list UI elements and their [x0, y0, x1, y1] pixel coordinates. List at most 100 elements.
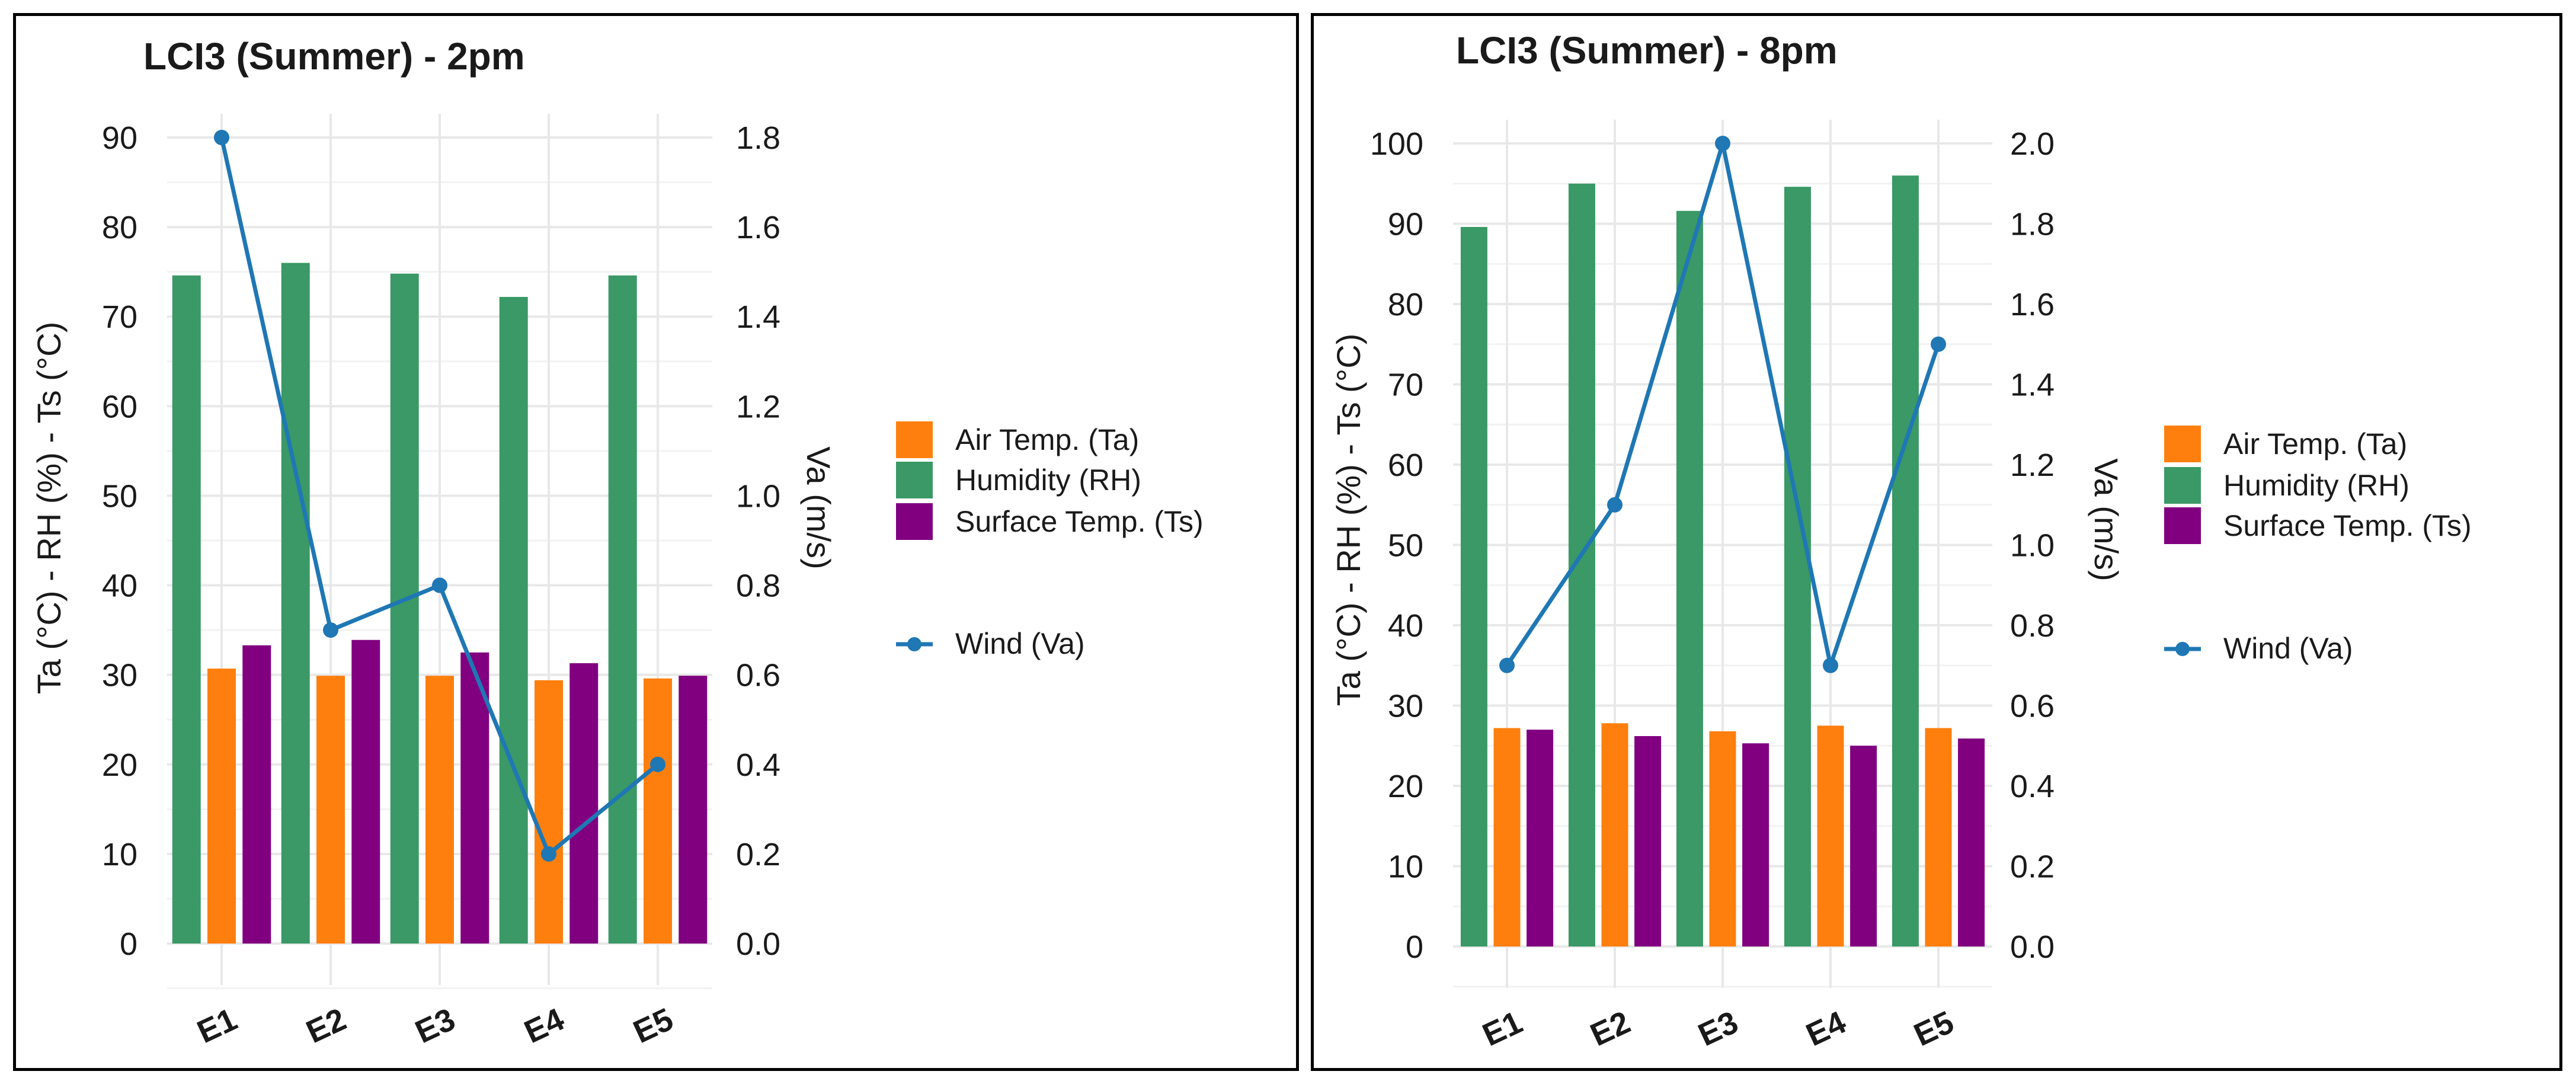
y-tick-label: 0 [120, 926, 137, 962]
legend: Air Temp. (Ta) Humidity (RH) Surface Temp.… [2164, 426, 2472, 665]
bar-rh-e5 [1892, 175, 1919, 947]
bar-ta-e1 [207, 669, 236, 944]
y-tick-label: 30 [102, 658, 137, 693]
x-tick-label: E5 [628, 1002, 679, 1050]
bar-ta-e5 [644, 678, 672, 944]
y-tick-label: 90 [1388, 207, 1423, 242]
wind-point-e3 [432, 577, 447, 593]
y-tick-label: 10 [1388, 849, 1423, 885]
y-tick-label: 40 [102, 568, 137, 604]
x-tick-label: E1 [192, 1002, 242, 1050]
bars [1460, 175, 1985, 947]
bar-ta-e3 [1709, 731, 1736, 946]
y2-tick-label: 0.2 [736, 837, 780, 872]
y2-tick-label: 1.2 [736, 389, 780, 424]
x-tick-label: E2 [301, 1002, 351, 1050]
y2-tick-label: 1.0 [2010, 528, 2055, 564]
y2-tick-label: 1.6 [736, 210, 780, 245]
legend-swatch-rh [896, 462, 933, 498]
chart-title: LCI3 (Summer) - 8pm [1456, 29, 1838, 72]
y-tick-label: 10 [102, 837, 137, 872]
y-tick-label: 100 [1370, 126, 1423, 162]
y-tick-label: 20 [1388, 769, 1423, 804]
bar-rh-e2 [281, 263, 310, 944]
wind-point-e3 [1715, 136, 1730, 151]
y-tick-label: 90 [102, 120, 137, 156]
bar-ta-e4 [535, 680, 563, 944]
bar-rh-e1 [1460, 226, 1487, 946]
y2-tick-label: 1.2 [2010, 447, 2055, 483]
legend-swatch-wind-point [907, 637, 921, 651]
bar-ts-e3 [460, 652, 489, 944]
y2-tick-label: 0.6 [2010, 689, 2055, 724]
legend-label-ts: Surface Temp. (Ts) [955, 505, 1204, 538]
bar-ts-e1 [1527, 730, 1554, 946]
y-tick-label: 70 [102, 299, 137, 335]
y-tick-label: 70 [1388, 367, 1423, 403]
legend-swatch-ta [896, 421, 933, 458]
legend-swatch-ta [2164, 426, 2201, 462]
chart-title: LCI3 (Summer) - 2pm [143, 35, 525, 78]
bar-ts-e2 [1634, 736, 1662, 946]
x-tick-label: E2 [1585, 1005, 1636, 1053]
x-tick-label: E3 [410, 1002, 460, 1050]
y2-tick-label: 0.8 [2010, 608, 2055, 644]
y-tick-label: 50 [102, 478, 137, 514]
y2-tick-label: 1.8 [736, 120, 780, 156]
y-tick-label: 60 [102, 389, 137, 424]
x-tick-label: E5 [1909, 1005, 1959, 1053]
y-axis-title: Ta (°C) - RH (%) - Ts (°C) [1330, 334, 1367, 706]
bars [172, 263, 708, 944]
legend-swatch-ts [896, 503, 933, 540]
legend-swatch-wind-point [2175, 642, 2190, 656]
chart-panel-8pm: 0 10 20 30 40 50 60 70 80 90 100 0.0 0.2 0.4 0.6 0.8 1.0… [1311, 13, 2562, 1071]
bar-ts-e3 [1742, 743, 1769, 946]
x-tick-label: E1 [1477, 1005, 1528, 1053]
y2-tick-label: 0.0 [2010, 929, 2055, 965]
bar-ta-e2 [1601, 723, 1628, 946]
legend-swatch-ts [2164, 507, 2201, 544]
y2-tick-label: 1.6 [2010, 287, 2055, 322]
legend-label-ta: Air Temp. (Ta) [2223, 427, 2407, 461]
bar-ta-e2 [316, 676, 345, 944]
y2-tick-label: 0.8 [736, 568, 780, 604]
y-tick-label: 30 [1388, 689, 1423, 724]
bar-rh-e1 [172, 275, 201, 944]
legend-label-ta: Air Temp. (Ta) [955, 423, 1139, 456]
legend-swatch-rh [2164, 467, 2201, 504]
x-tick-label: E4 [519, 1002, 569, 1050]
bar-rh-e4 [1784, 187, 1811, 946]
y-axis-title: Ta (°C) - RH (%) - Ts (°C) [30, 322, 68, 695]
wind-point-e1 [1499, 657, 1515, 673]
bar-ts-e4 [569, 663, 599, 944]
bar-ta-e5 [1925, 728, 1952, 946]
x-tick-label: E3 [1693, 1005, 1743, 1053]
y2-tick-label: 0.2 [2010, 849, 2055, 885]
y-tick-label: 0 [1406, 929, 1423, 965]
y2-axis-title: Va (m/s) [800, 446, 837, 569]
y2-tick-label: 2.0 [2010, 126, 2055, 162]
x-tick-label: E4 [1801, 1005, 1851, 1053]
y-tick-label: 50 [1388, 528, 1423, 564]
y2-tick-label: 1.0 [736, 478, 780, 514]
chart-8pm: 0 10 20 30 40 50 60 70 80 90 100 0.0 0.2 0.4 0.6 0.8 1.0… [1330, 29, 2472, 1053]
wind-point-e2 [323, 622, 338, 638]
bar-ta-e1 [1493, 728, 1521, 946]
y-tick-label: 80 [102, 210, 137, 245]
wind-point-e5 [650, 756, 665, 772]
bar-ta-e3 [425, 676, 454, 944]
y-tick-label: 60 [1388, 447, 1423, 483]
legend-label-ts: Surface Temp. (Ts) [2223, 509, 2472, 542]
wind-point-e5 [1931, 336, 1946, 352]
bar-ts-e1 [242, 645, 271, 944]
bar-ta-e4 [1817, 725, 1844, 946]
y-tick-label: 20 [102, 747, 137, 783]
bar-rh-e3 [1676, 210, 1703, 946]
y2-tick-label: 0.0 [736, 926, 780, 962]
y2-tick-label: 1.8 [2010, 207, 2055, 242]
legend-label-rh: Humidity (RH) [955, 463, 1141, 497]
y2-tick-label: 0.4 [736, 747, 780, 783]
bar-ts-e4 [1850, 746, 1877, 946]
legend-label-rh: Humidity (RH) [2223, 469, 2409, 502]
wind-point-e2 [1607, 497, 1623, 513]
